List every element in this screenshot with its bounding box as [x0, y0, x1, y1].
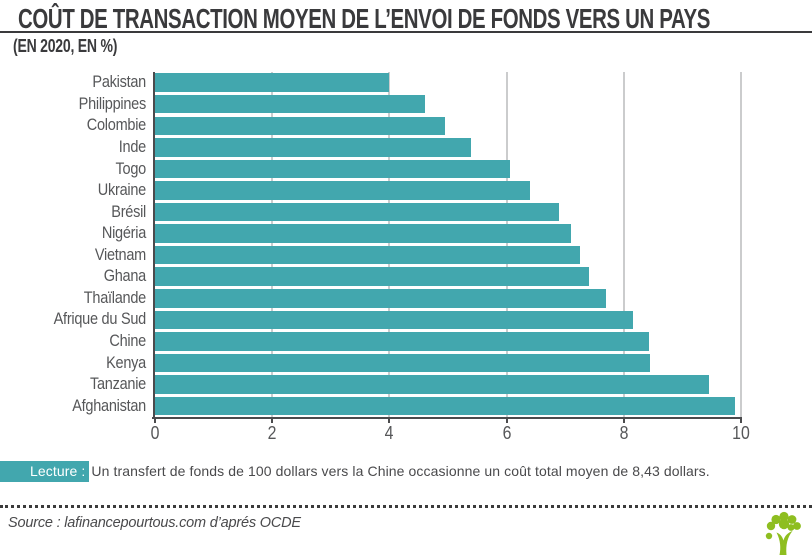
gridline	[622, 72, 625, 417]
reading-note-text: Un transfert de fonds de 100 dollars ver…	[91, 463, 710, 479]
axis-tick	[740, 419, 742, 423]
y-axis-label: Colombie	[86, 116, 146, 135]
x-axis-tick-label: 8	[619, 423, 629, 443]
axis-tick	[505, 419, 508, 423]
gridline	[505, 72, 508, 417]
tree-trunk	[776, 531, 793, 555]
chart-bar	[155, 202, 560, 222]
chart-bar	[155, 138, 472, 157]
x-axis-tick-label: 6	[502, 423, 512, 443]
chart-bar	[155, 396, 736, 416]
chart-bar	[155, 267, 589, 286]
y-axis-label: Nigéria	[101, 224, 146, 243]
chart-bar	[155, 332, 649, 351]
axis-tick	[271, 419, 274, 423]
footer-divider	[0, 505, 812, 508]
chart-bar	[155, 375, 709, 394]
gridline	[740, 72, 742, 417]
y-axis-label: Chine	[109, 332, 146, 351]
tree-foliage	[765, 511, 801, 540]
gridline	[271, 72, 274, 417]
y-axis-label: Inde	[118, 137, 146, 156]
y-axis-label: Ghana	[103, 267, 147, 286]
page-title: COÛT DE TRANSACTION MOYEN DE L’ENVOI DE …	[18, 3, 711, 34]
y-axis-label: Togo	[115, 159, 147, 178]
title-divider	[0, 31, 812, 33]
x-axis-labels: 0 2 4 6 8 10	[151, 423, 750, 445]
chart-bar	[155, 353, 651, 373]
y-axis-label: Vietnam	[94, 245, 146, 264]
plot-area	[153, 72, 742, 417]
chart-bar	[155, 224, 572, 243]
axis-tick	[622, 419, 625, 423]
source-text: Source : lafinancepourtous.com d’aprés O…	[8, 515, 301, 531]
gridline	[388, 72, 391, 417]
page-subtitle: (EN 2020, EN %)	[13, 36, 118, 56]
x-axis-tick-label: 0	[150, 423, 160, 443]
x-axis-ticks	[154, 419, 742, 424]
y-axis-label: Afghanistan	[72, 396, 146, 415]
tree-logo-icon: .logo circle, .logo path { fill: #8ebe20…	[765, 511, 801, 555]
chart-bar	[155, 181, 531, 200]
y-axis-labels: Pakistan Philippines Colombie Inde Togo Ukrai…	[0, 72, 147, 417]
x-axis-tick-label: 10	[732, 423, 750, 443]
x-axis-tick-label: 2	[267, 423, 277, 443]
reading-note: Lecture : Un transfert de fonds de 100 do…	[0, 461, 812, 482]
chart-bar	[155, 159, 510, 179]
chart-bar	[155, 94, 425, 114]
chart-bar	[155, 116, 446, 136]
y-axis-label: Brésil	[111, 202, 146, 221]
chart-bar	[155, 245, 580, 265]
y-axis-label: Philippines	[78, 94, 147, 113]
y-axis-label: Pakistan	[92, 73, 146, 92]
x-axis-tick-label: 4	[384, 423, 394, 443]
reading-note-tag: Lecture :	[0, 461, 90, 482]
axis-tick	[154, 419, 156, 423]
y-axis-label: Kenya	[106, 353, 146, 372]
y-axis-label: Ukraine	[97, 181, 146, 200]
chart-bar	[155, 310, 633, 330]
y-axis-label: Thaïlande	[83, 288, 146, 307]
x-axis-line	[152, 417, 742, 419]
chart-bar	[155, 289, 607, 308]
axis-tick	[388, 419, 391, 423]
chart-bar	[155, 73, 390, 92]
y-axis-label: Tanzanie	[89, 375, 146, 394]
y-axis-label: Afrique du Sud	[53, 310, 147, 329]
